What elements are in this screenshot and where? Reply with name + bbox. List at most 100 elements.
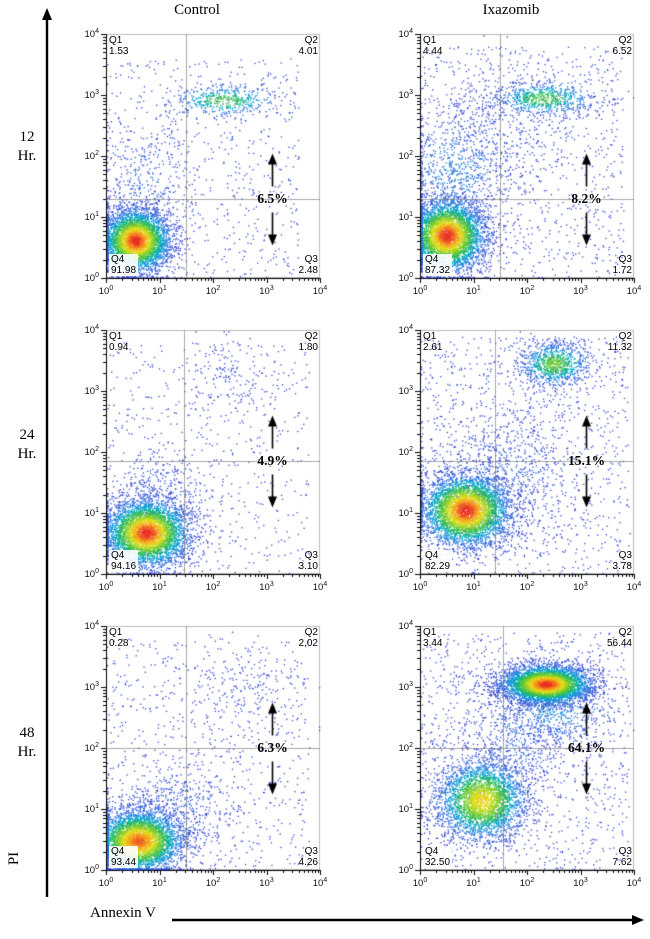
plot-control12hr: 100 100 101 101 102 102 103 103 104 104 Q1 1.53 Q2 4.…: [62, 24, 332, 312]
x-tick-exponent: 4: [637, 285, 642, 292]
x-tick-exponent: 4: [323, 877, 328, 884]
scatter-canvas: [376, 24, 646, 312]
quadrant-value: 0.28: [109, 638, 129, 649]
quadrant-label-q1: Q1 0.94: [109, 331, 128, 353]
x-tick-exponent: 0: [423, 285, 428, 292]
quadrant-value: 87.32: [425, 265, 451, 276]
gate-percent-label: 4.9%: [257, 452, 288, 468]
y-tick-label: 102: [398, 742, 413, 755]
quadrant-value: 6.52: [612, 46, 632, 57]
y-tick-label: 101: [84, 803, 99, 816]
y-tick-label: 100: [84, 272, 99, 285]
quadrant-value: 2.02: [298, 638, 318, 649]
quadrant-label-q2: Q2 56.44: [607, 627, 632, 649]
y-tick-exponent: 0: [409, 568, 413, 575]
quadrant-label-q3: Q3 1.72: [613, 254, 632, 276]
y-tick-label: 101: [84, 507, 99, 520]
x-tick-exponent: 4: [637, 581, 642, 588]
quadrant-value: 4.01: [298, 46, 318, 57]
y-tick-label: 101: [398, 507, 413, 520]
quadrant-name: Q3: [304, 846, 318, 857]
quadrant-name: Q1: [109, 35, 123, 46]
quadrant-name: Q4: [425, 550, 439, 561]
y-tick-label: 103: [84, 89, 99, 102]
quadrant-value: 2.61: [423, 342, 443, 353]
y-axis-label: PI: [6, 851, 23, 866]
x-tick-exponent: 0: [423, 581, 428, 588]
y-tick-label: 104: [398, 28, 413, 41]
x-tick-label: 104: [312, 877, 328, 890]
y-tick-exponent: 0: [409, 864, 413, 871]
scatter-canvas: [62, 616, 332, 904]
x-tick-label: 102: [519, 285, 535, 298]
row-label-48hr: 48 Hr.: [6, 724, 48, 762]
x-tick-exponent: 0: [109, 877, 114, 884]
y-tick-label: 103: [398, 681, 413, 694]
x-tick-exponent: 4: [637, 877, 642, 884]
y-tick-exponent: 1: [409, 803, 413, 810]
quadrant-name: Q4: [111, 846, 125, 857]
row-label-48hr-line1: 48: [19, 725, 35, 741]
y-tick-label: 103: [398, 385, 413, 398]
quadrant-label-q2: Q2 2.02: [299, 627, 318, 649]
quadrant-name: Q3: [618, 550, 632, 561]
y-tick-exponent: 4: [95, 620, 99, 627]
y-tick-exponent: 4: [409, 324, 413, 331]
quadrant-name: Q1: [423, 35, 437, 46]
scatter-canvas: [376, 320, 646, 608]
quadrant-label-q2: Q2 4.01: [299, 35, 318, 57]
gate-percent-label: 8.2%: [571, 190, 602, 206]
quadrant-name: Q4: [111, 254, 125, 265]
quadrant-label-q2: Q2 6.52: [613, 35, 632, 57]
y-tick-label: 101: [398, 211, 413, 224]
y-tick-exponent: 4: [409, 620, 413, 627]
quadrant-value: 56.44: [606, 638, 632, 649]
y-tick-exponent: 1: [95, 803, 99, 810]
x-tick-label: 101: [152, 581, 167, 594]
row-label-24hr: 24 Hr.: [6, 426, 48, 464]
quadrant-label-q3: Q3 3.10: [299, 550, 318, 572]
quadrant-value: 32.50: [425, 857, 451, 868]
x-tick-exponent: 2: [530, 581, 535, 588]
quadrant-label-q4: Q4 91.98: [109, 254, 139, 276]
y-tick-label: 101: [84, 211, 99, 224]
y-tick-exponent: 0: [95, 272, 99, 279]
column-header-ixazomib: Ixazomib: [482, 2, 540, 18]
quadrant-label-q3: Q3 3.78: [613, 550, 632, 572]
quadrant-label-q4: Q4 82.29: [423, 550, 453, 572]
x-tick-label: 102: [205, 877, 221, 890]
y-tick-label: 102: [84, 446, 99, 459]
x-tick-exponent: 3: [269, 581, 274, 588]
y-tick-exponent: 1: [95, 507, 99, 514]
quadrant-name: Q2: [304, 627, 318, 638]
annexin-axis-arrowhead-icon: [632, 915, 644, 925]
quadrant-name: Q2: [304, 331, 318, 342]
row-label-12hr-line2: Hr.: [17, 148, 37, 164]
y-tick-label: 100: [84, 568, 99, 581]
quadrant-value: 2.48: [298, 265, 318, 276]
y-tick-exponent: 2: [409, 446, 413, 453]
y-tick-label: 100: [398, 272, 413, 285]
quadrant-name: Q2: [618, 627, 632, 638]
y-tick-label: 102: [84, 742, 99, 755]
x-tick-label: 100: [98, 285, 114, 298]
y-tick-exponent: 1: [409, 507, 413, 514]
plot-ixazomib12hr: 100 100 101 101 102 102 103 103 104 104 Q1 4.44 Q2 6.…: [376, 24, 646, 312]
quadrant-value: 1.72: [612, 265, 632, 276]
quadrant-label-q4: Q4 93.44: [109, 846, 139, 868]
y-tick-exponent: 2: [409, 150, 413, 157]
x-tick-exponent: 1: [162, 581, 167, 588]
quadrant-label-q1: Q1 0.28: [109, 627, 128, 649]
x-tick-label: 104: [626, 877, 642, 890]
y-tick-label: 102: [398, 150, 413, 163]
scatter-canvas: [376, 616, 646, 904]
row-label-24hr-line2: Hr.: [17, 446, 37, 462]
quadrant-name: Q3: [304, 550, 318, 561]
y-tick-exponent: 2: [95, 446, 99, 453]
gate-percent-label: 6.5%: [257, 190, 288, 206]
y-tick-exponent: 3: [409, 681, 413, 688]
quadrant-label-q4: Q4 32.50: [423, 846, 453, 868]
row-label-48hr-line2: Hr.: [17, 744, 37, 760]
x-tick-label: 100: [412, 581, 428, 594]
x-tick-label: 104: [626, 285, 642, 298]
